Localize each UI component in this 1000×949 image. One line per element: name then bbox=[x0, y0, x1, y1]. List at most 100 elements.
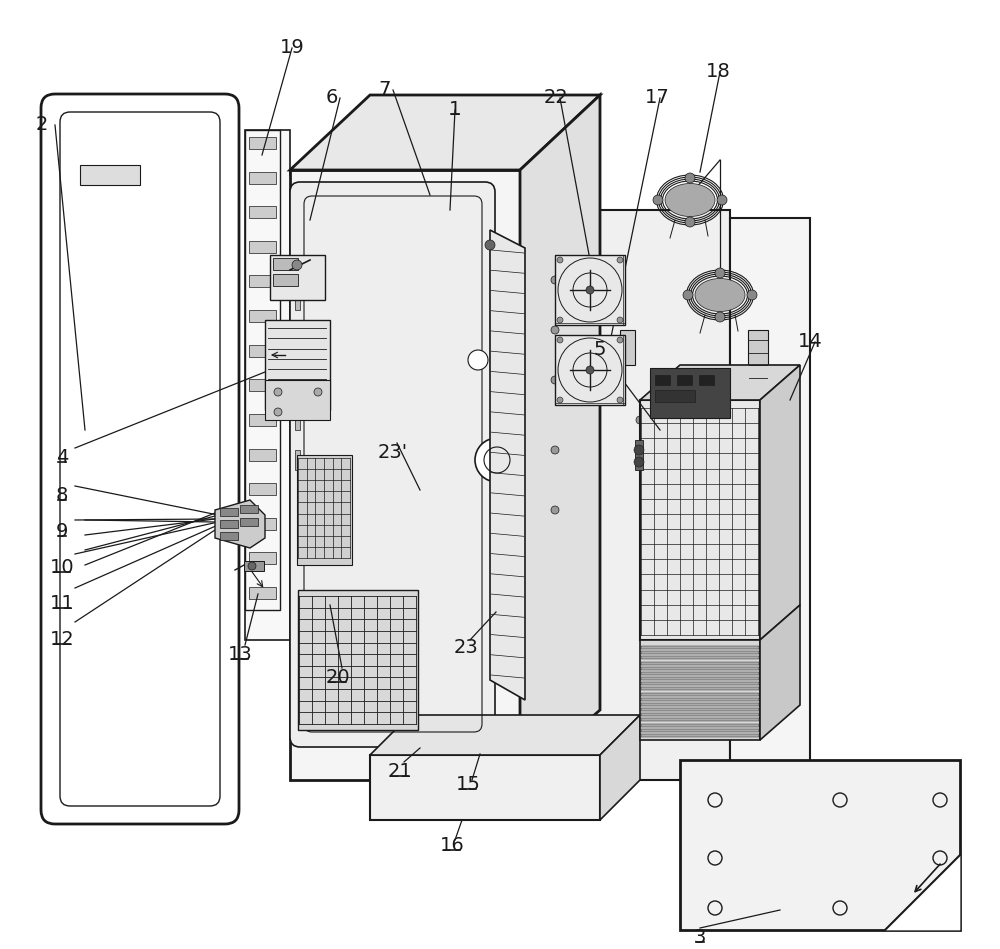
Bar bbox=[249, 483, 276, 495]
Polygon shape bbox=[760, 605, 800, 740]
Polygon shape bbox=[885, 855, 960, 930]
Bar bbox=[244, 561, 264, 571]
Bar bbox=[677, 375, 692, 385]
Bar bbox=[641, 714, 759, 716]
Polygon shape bbox=[600, 715, 640, 820]
Circle shape bbox=[557, 317, 563, 323]
Text: 6: 6 bbox=[326, 88, 338, 107]
Text: 13: 13 bbox=[228, 645, 252, 664]
Bar bbox=[635, 440, 643, 470]
Polygon shape bbox=[730, 218, 810, 785]
Bar bbox=[641, 682, 759, 685]
Text: 8: 8 bbox=[56, 486, 68, 505]
Bar bbox=[641, 677, 759, 680]
Bar bbox=[641, 667, 759, 670]
Circle shape bbox=[717, 195, 727, 205]
Polygon shape bbox=[55, 108, 225, 810]
Bar bbox=[249, 137, 276, 149]
FancyBboxPatch shape bbox=[41, 94, 239, 824]
Bar bbox=[270, 255, 325, 300]
Text: 2: 2 bbox=[36, 115, 48, 134]
Polygon shape bbox=[760, 365, 800, 640]
Bar bbox=[295, 410, 300, 430]
Bar bbox=[249, 587, 276, 599]
Polygon shape bbox=[290, 170, 520, 780]
Circle shape bbox=[248, 562, 256, 570]
Bar bbox=[641, 708, 759, 711]
Bar bbox=[249, 518, 276, 530]
Circle shape bbox=[274, 408, 282, 416]
Bar bbox=[748, 330, 768, 385]
Bar bbox=[265, 320, 330, 410]
Text: 10: 10 bbox=[50, 558, 74, 577]
Circle shape bbox=[634, 445, 644, 455]
Circle shape bbox=[292, 260, 302, 270]
Bar bbox=[555, 335, 625, 405]
Text: 17: 17 bbox=[645, 88, 669, 107]
Bar bbox=[641, 672, 759, 675]
Circle shape bbox=[685, 217, 695, 227]
Bar bbox=[641, 651, 759, 654]
Text: 20: 20 bbox=[326, 668, 350, 687]
Bar bbox=[220, 508, 238, 516]
Bar bbox=[245, 130, 280, 610]
Bar bbox=[641, 734, 759, 737]
Bar bbox=[80, 165, 140, 185]
Polygon shape bbox=[520, 210, 730, 780]
Circle shape bbox=[551, 446, 559, 454]
Bar bbox=[641, 661, 759, 664]
Text: 21: 21 bbox=[388, 762, 412, 781]
Bar bbox=[295, 290, 300, 310]
Bar bbox=[650, 368, 730, 418]
Bar bbox=[699, 375, 714, 385]
Text: 19: 19 bbox=[280, 38, 304, 57]
Bar bbox=[620, 330, 635, 365]
Circle shape bbox=[636, 416, 644, 424]
Bar bbox=[641, 724, 759, 727]
Polygon shape bbox=[245, 130, 340, 640]
FancyBboxPatch shape bbox=[290, 182, 495, 747]
Circle shape bbox=[551, 506, 559, 514]
Text: 18: 18 bbox=[706, 62, 730, 81]
Text: 15: 15 bbox=[456, 775, 480, 794]
Bar bbox=[249, 206, 276, 218]
Circle shape bbox=[685, 173, 695, 183]
Circle shape bbox=[551, 376, 559, 384]
Circle shape bbox=[557, 397, 563, 403]
Bar bbox=[220, 532, 238, 540]
Polygon shape bbox=[215, 500, 265, 548]
Bar bbox=[641, 729, 759, 732]
Polygon shape bbox=[640, 400, 760, 640]
Bar bbox=[249, 344, 276, 357]
Circle shape bbox=[616, 376, 624, 384]
Bar bbox=[295, 330, 300, 350]
Text: 4: 4 bbox=[56, 448, 68, 467]
Text: 12: 12 bbox=[50, 630, 74, 649]
Bar bbox=[240, 518, 258, 526]
Circle shape bbox=[634, 457, 644, 467]
Text: 22: 22 bbox=[544, 88, 568, 107]
Text: 5: 5 bbox=[594, 340, 606, 359]
Polygon shape bbox=[640, 640, 760, 740]
Text: 3: 3 bbox=[694, 928, 706, 947]
Polygon shape bbox=[490, 230, 525, 700]
Polygon shape bbox=[370, 715, 640, 755]
Text: 9: 9 bbox=[56, 522, 68, 541]
Circle shape bbox=[596, 336, 604, 344]
Bar bbox=[265, 380, 330, 420]
Circle shape bbox=[683, 290, 693, 300]
Circle shape bbox=[715, 312, 725, 322]
Ellipse shape bbox=[695, 278, 745, 311]
Polygon shape bbox=[680, 760, 960, 930]
Bar bbox=[273, 274, 298, 286]
Bar bbox=[655, 375, 670, 385]
Circle shape bbox=[617, 397, 623, 403]
Bar bbox=[641, 646, 759, 649]
Polygon shape bbox=[370, 755, 600, 820]
Bar bbox=[641, 657, 759, 660]
Circle shape bbox=[468, 350, 488, 370]
Bar bbox=[641, 693, 759, 696]
Bar bbox=[249, 310, 276, 322]
Polygon shape bbox=[290, 95, 600, 170]
Bar bbox=[641, 698, 759, 700]
